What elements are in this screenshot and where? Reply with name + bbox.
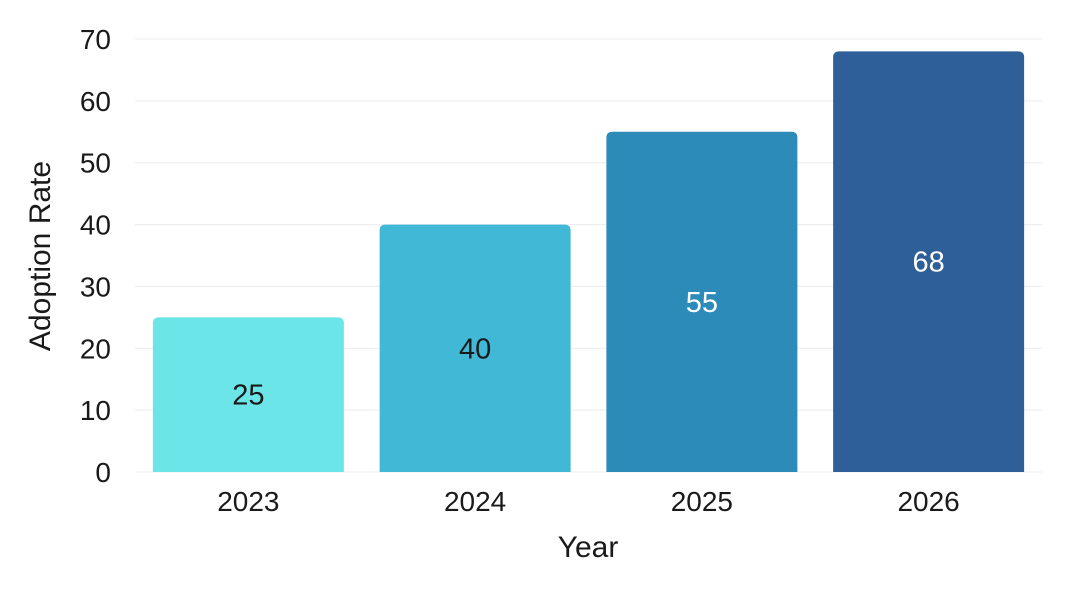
y-tick-label-0: 0 xyxy=(95,457,111,488)
y-tick-label-50: 50 xyxy=(80,148,111,179)
bar-value-label-2025: 55 xyxy=(686,287,718,319)
x-axis-label: Year xyxy=(558,531,619,564)
bar-value-label-2026: 68 xyxy=(912,247,944,279)
x-tick-label-2025: 2025 xyxy=(671,486,733,517)
y-tick-label-70: 70 xyxy=(80,24,111,55)
y-tick-label-60: 60 xyxy=(80,86,111,117)
bar-2024 xyxy=(379,224,571,472)
bar-value-labels: 25 40 55 68 xyxy=(232,247,945,412)
x-tick-label-2023: 2023 xyxy=(217,486,279,517)
y-tick-label-40: 40 xyxy=(80,210,111,241)
y-tick-label-30: 30 xyxy=(80,271,111,302)
y-tick-label-20: 20 xyxy=(80,333,111,364)
bar-2023 xyxy=(152,317,344,472)
x-tick-label-2026: 2026 xyxy=(897,486,959,517)
bar-value-label-2023: 25 xyxy=(232,380,264,412)
x-axis-ticks: 2023 2024 2025 2026 xyxy=(217,486,960,517)
bars xyxy=(152,51,1025,473)
bar-value-label-2024: 40 xyxy=(459,333,491,365)
bar-2026 xyxy=(833,51,1025,472)
y-tick-label-10: 10 xyxy=(80,395,111,426)
x-tick-label-2024: 2024 xyxy=(444,486,506,517)
bar-2025 xyxy=(606,131,798,473)
y-axis-label: Adoption Rate xyxy=(24,161,57,351)
y-axis-ticks: 0 10 20 30 40 50 60 70 xyxy=(80,24,111,488)
